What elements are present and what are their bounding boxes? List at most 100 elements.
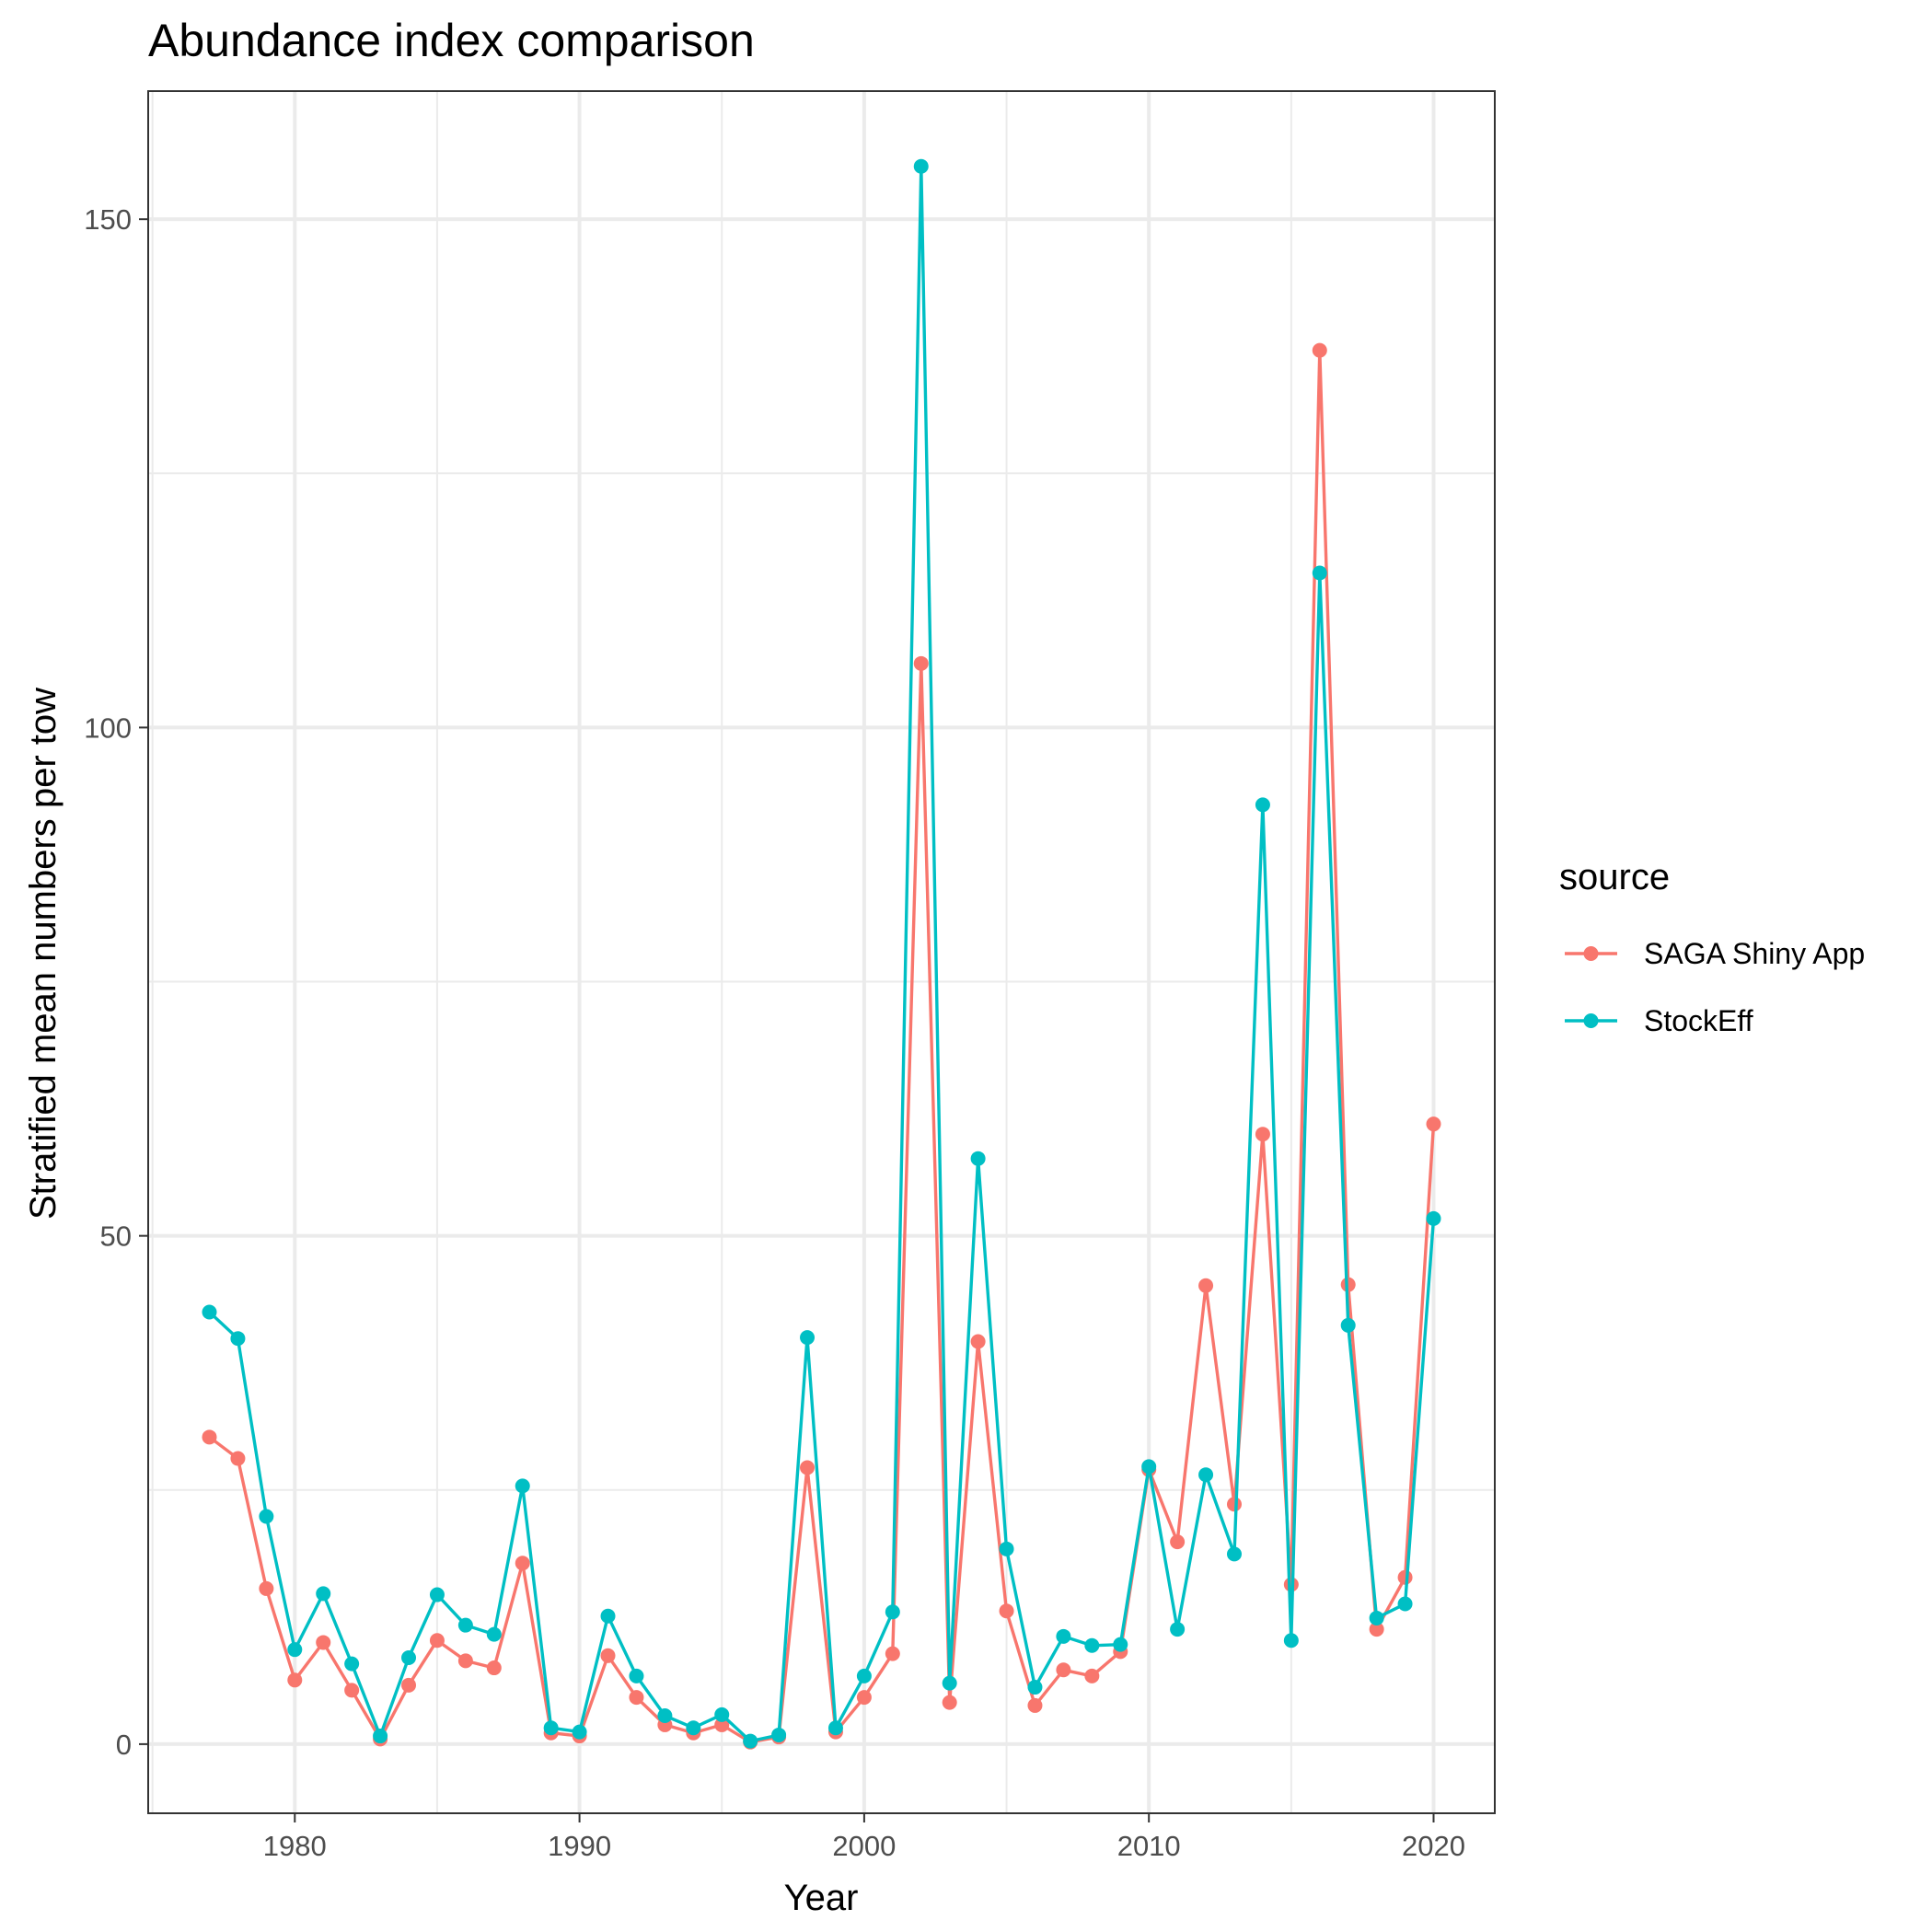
data-point (1369, 1610, 1384, 1625)
data-point (1283, 1633, 1299, 1649)
legend-title: source (1559, 857, 1670, 897)
data-point (942, 1675, 957, 1691)
data-point (344, 1683, 360, 1698)
x-axis: 1980 1990 2000 2010 2020 (263, 1813, 1465, 1862)
data-point (1226, 1546, 1242, 1562)
major-gridlines (148, 91, 1495, 1813)
data-point (1426, 1210, 1441, 1226)
minor-gridlines (148, 91, 1495, 1813)
data-point (970, 1151, 986, 1166)
data-point (1084, 1637, 1100, 1653)
data-point (771, 1727, 787, 1742)
data-point (230, 1331, 246, 1347)
legend: source SAGA Shiny App StockEff (1559, 857, 1865, 1037)
y-tick-label: 0 (116, 1729, 132, 1761)
data-point (856, 1668, 872, 1683)
data-point (259, 1509, 274, 1524)
legend-key-point (1583, 1013, 1599, 1028)
data-point (401, 1677, 417, 1693)
data-point (885, 1646, 900, 1661)
data-point (629, 1690, 644, 1706)
data-point (1255, 797, 1270, 813)
legend-item: SAGA Shiny App (1565, 937, 1865, 970)
data-point (1141, 1459, 1157, 1475)
y-tick-label: 100 (84, 711, 132, 744)
data-point (457, 1653, 473, 1669)
data-point (1170, 1534, 1186, 1550)
legend-item: StockEff (1565, 1004, 1753, 1037)
x-tick-label: 2020 (1402, 1830, 1465, 1862)
data-point (515, 1556, 530, 1571)
data-point (1027, 1697, 1043, 1713)
y-tick-label: 150 (84, 203, 132, 236)
series-layer (202, 158, 1441, 1750)
data-point (1056, 1628, 1071, 1644)
y-tick-label: 50 (100, 1221, 132, 1253)
data-point (230, 1451, 246, 1466)
data-point (714, 1717, 730, 1732)
panel-border (147, 90, 1496, 1814)
data-point (202, 1429, 217, 1445)
data-point (486, 1660, 502, 1676)
data-point (1084, 1668, 1100, 1683)
data-point (600, 1608, 616, 1624)
y-axis-title: Stratified mean numbers per tow (23, 688, 64, 1220)
data-point (1170, 1622, 1186, 1637)
data-point (1397, 1569, 1413, 1585)
data-point (800, 1460, 816, 1475)
data-point (999, 1541, 1014, 1556)
series-line (208, 348, 1436, 1744)
data-point (287, 1642, 303, 1658)
x-tick-label: 2000 (832, 1830, 896, 1862)
data-point (600, 1648, 616, 1663)
data-point (1255, 1127, 1270, 1142)
data-point (515, 1478, 530, 1494)
data-point (913, 655, 929, 671)
data-point (373, 1729, 388, 1744)
data-point (1198, 1278, 1214, 1293)
x-tick-label: 1980 (263, 1830, 327, 1862)
data-point (543, 1720, 559, 1736)
data-point (287, 1672, 303, 1688)
data-point (316, 1635, 331, 1650)
data-point (1397, 1596, 1413, 1612)
data-point (429, 1633, 445, 1649)
data-point (1027, 1680, 1043, 1695)
data-point (316, 1586, 331, 1602)
data-point (401, 1650, 417, 1666)
data-point (1312, 342, 1327, 358)
data-point (1113, 1637, 1128, 1652)
data-point (259, 1580, 274, 1596)
data-point (1426, 1116, 1441, 1132)
x-tick-label: 1990 (548, 1830, 611, 1862)
data-point (800, 1330, 816, 1346)
data-point (572, 1724, 587, 1740)
series-line (208, 164, 1436, 1743)
data-point (970, 1334, 986, 1349)
data-point (686, 1720, 701, 1736)
chart-title: Abundance index comparison (148, 15, 755, 66)
legend-key-point (1583, 946, 1599, 961)
data-point (999, 1603, 1014, 1619)
data-point (202, 1304, 217, 1320)
data-point (429, 1587, 445, 1602)
data-point (856, 1690, 872, 1706)
data-point (743, 1733, 758, 1749)
data-point (1312, 565, 1327, 581)
plot-panel (147, 90, 1496, 1814)
data-point (1198, 1467, 1214, 1483)
data-point (942, 1695, 957, 1710)
data-point (885, 1604, 900, 1620)
data-point (657, 1707, 673, 1723)
series-1 (202, 158, 1441, 1749)
legend-label: SAGA Shiny App (1644, 937, 1865, 970)
data-point (344, 1656, 360, 1672)
data-point (486, 1626, 502, 1642)
data-point (913, 158, 929, 174)
data-point (1369, 1622, 1384, 1637)
data-point (1226, 1497, 1242, 1512)
data-point (1340, 1317, 1356, 1333)
y-axis: 0 50 100 150 (84, 203, 148, 1761)
